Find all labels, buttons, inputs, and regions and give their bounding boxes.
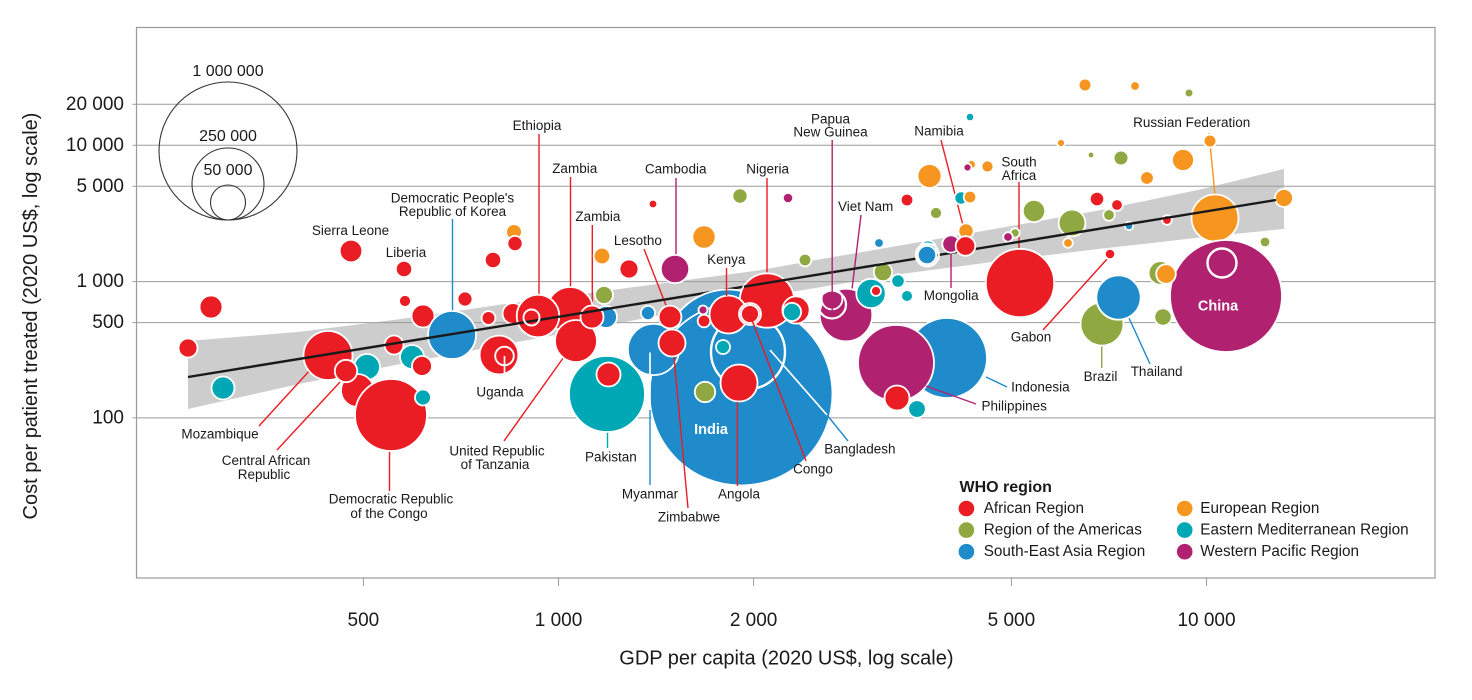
svg-text:Gabon: Gabon — [1011, 330, 1052, 345]
svg-text:Thailand: Thailand — [1131, 364, 1183, 379]
svg-text:South: South — [1001, 154, 1036, 169]
svg-text:Pakistan: Pakistan — [585, 450, 637, 465]
svg-text:Ethiopia: Ethiopia — [513, 118, 562, 133]
svg-text:Eastern Mediterranean Region: Eastern Mediterranean Region — [1200, 522, 1408, 539]
svg-text:of Tanzania: of Tanzania — [461, 457, 530, 472]
svg-text:Brazil: Brazil — [1084, 369, 1118, 384]
svg-text:Bangladesh: Bangladesh — [824, 442, 895, 457]
svg-text:Uganda: Uganda — [476, 385, 524, 400]
svg-text:Angola: Angola — [718, 487, 761, 502]
svg-text:Zambia: Zambia — [575, 209, 621, 224]
svg-text:Mozambique: Mozambique — [181, 427, 258, 442]
svg-text:GDP per capita (2020 US$, log: GDP per capita (2020 US$, log scale) — [619, 648, 953, 670]
svg-text:50 000: 50 000 — [204, 162, 253, 179]
svg-text:Congo: Congo — [793, 461, 833, 476]
svg-text:1 000 000: 1 000 000 — [192, 63, 263, 80]
svg-text:of the Congo: of the Congo — [350, 506, 427, 521]
svg-text:India: India — [694, 422, 729, 438]
svg-text:Western Pacific Region: Western Pacific Region — [1200, 543, 1359, 560]
svg-text:Sierra Leone: Sierra Leone — [312, 223, 389, 238]
svg-text:10 000: 10 000 — [66, 135, 124, 156]
svg-text:Russian Federation: Russian Federation — [1133, 115, 1250, 130]
svg-text:20 000: 20 000 — [66, 94, 124, 115]
svg-text:Lesotho: Lesotho — [614, 233, 662, 248]
svg-text:Kenya: Kenya — [707, 252, 746, 267]
svg-text:500: 500 — [92, 312, 124, 333]
svg-text:Cost per patient treated (2020: Cost per patient treated (2020 US$, log … — [20, 113, 42, 520]
svg-text:5 000: 5 000 — [76, 176, 124, 197]
svg-text:Democratic People's: Democratic People's — [391, 191, 515, 206]
svg-text:250 000: 250 000 — [199, 128, 257, 145]
svg-text:500: 500 — [348, 610, 380, 631]
svg-text:Viet Nam: Viet Nam — [838, 199, 893, 214]
svg-text:WHO region: WHO region — [960, 479, 1052, 496]
svg-text:United Republic: United Republic — [449, 444, 545, 459]
svg-text:Namibia: Namibia — [914, 124, 964, 139]
svg-text:Cambodia: Cambodia — [645, 161, 707, 176]
svg-text:1 000: 1 000 — [535, 610, 583, 631]
svg-text:Indonesia: Indonesia — [1011, 380, 1070, 395]
svg-text:5 000: 5 000 — [988, 610, 1036, 631]
svg-text:South-East Asia Region: South-East Asia Region — [984, 543, 1146, 560]
svg-text:Zambia: Zambia — [552, 161, 598, 176]
svg-text:Myanmar: Myanmar — [622, 487, 679, 502]
svg-text:European Region: European Region — [1200, 500, 1319, 517]
svg-text:Mongolia: Mongolia — [924, 288, 979, 303]
svg-text:Democratic Republic: Democratic Republic — [329, 492, 454, 507]
svg-text:Zimbabwe: Zimbabwe — [658, 510, 720, 525]
svg-text:Region of the Americas: Region of the Americas — [984, 522, 1143, 539]
svg-text:1 000: 1 000 — [76, 271, 124, 292]
svg-text:2 000: 2 000 — [730, 610, 778, 631]
svg-text:African Region: African Region — [984, 500, 1084, 517]
svg-text:China: China — [1198, 299, 1239, 315]
svg-text:Africa: Africa — [1002, 168, 1037, 183]
svg-text:Liberia: Liberia — [386, 245, 427, 260]
svg-text:Nigeria: Nigeria — [746, 161, 789, 176]
svg-text:100: 100 — [92, 407, 124, 428]
svg-text:10 000: 10 000 — [1177, 610, 1235, 631]
svg-text:Philippines: Philippines — [982, 398, 1048, 413]
svg-text:New Guinea: New Guinea — [793, 125, 868, 140]
svg-text:Republic: Republic — [238, 467, 291, 482]
svg-text:Papua: Papua — [811, 111, 851, 126]
svg-text:Central African: Central African — [222, 453, 311, 468]
svg-text:Republic of Korea: Republic of Korea — [399, 204, 507, 219]
